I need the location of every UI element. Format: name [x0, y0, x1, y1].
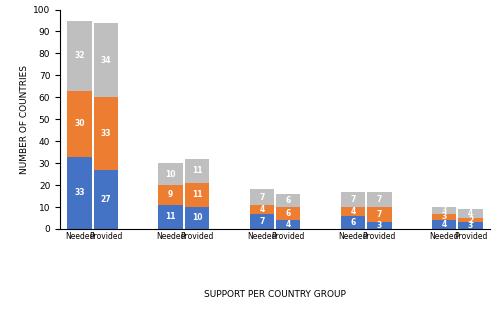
Text: 33: 33	[74, 188, 85, 197]
Text: 7: 7	[259, 217, 264, 226]
Text: 7: 7	[376, 195, 382, 204]
Bar	[158, 205, 183, 229]
Bar	[276, 194, 300, 207]
Text: 4: 4	[286, 220, 291, 229]
Text: 10: 10	[166, 169, 176, 179]
Bar	[367, 207, 392, 222]
Bar	[94, 23, 118, 97]
Text: 4: 4	[350, 207, 356, 216]
Bar	[276, 207, 300, 220]
Text: 11: 11	[192, 190, 202, 199]
Text: SUPPORT PER COUNTRY GROUP: SUPPORT PER COUNTRY GROUP	[204, 290, 346, 300]
Text: 9: 9	[168, 190, 173, 199]
Text: 4: 4	[468, 209, 473, 218]
Bar	[432, 207, 456, 214]
Bar	[68, 91, 92, 156]
Bar	[185, 183, 209, 207]
Bar	[432, 220, 456, 229]
Text: 3: 3	[376, 221, 382, 230]
Text: 34: 34	[100, 56, 111, 65]
Text: 3: 3	[442, 206, 447, 215]
Text: 3: 3	[468, 221, 473, 230]
Text: 6: 6	[350, 218, 356, 227]
Bar	[367, 192, 392, 207]
Bar	[458, 222, 482, 229]
Text: 7: 7	[350, 195, 356, 204]
Bar	[341, 192, 365, 207]
Bar	[250, 214, 274, 229]
Bar	[341, 216, 365, 229]
Bar	[158, 163, 183, 185]
Bar	[185, 159, 209, 183]
Bar	[250, 205, 274, 214]
Bar	[250, 190, 274, 205]
Bar	[458, 218, 482, 222]
Text: 2: 2	[468, 216, 473, 225]
Bar	[68, 156, 92, 229]
Bar	[341, 207, 365, 216]
Y-axis label: NUMBER OF COUNTRIES: NUMBER OF COUNTRIES	[20, 65, 29, 174]
Text: 4: 4	[259, 205, 264, 214]
Text: 6: 6	[286, 209, 291, 218]
Bar	[158, 185, 183, 205]
Bar	[68, 21, 92, 91]
Text: 6: 6	[286, 196, 291, 205]
Text: 30: 30	[74, 119, 85, 128]
Bar	[276, 220, 300, 229]
Bar	[185, 207, 209, 229]
Bar	[367, 222, 392, 229]
Text: 3: 3	[442, 212, 447, 221]
Bar	[94, 97, 118, 170]
Text: 27: 27	[100, 195, 111, 204]
Text: 33: 33	[100, 129, 111, 138]
Bar	[94, 170, 118, 229]
Text: 32: 32	[74, 51, 85, 60]
Bar	[432, 214, 456, 220]
Text: 11: 11	[192, 166, 202, 175]
Text: 7: 7	[376, 210, 382, 219]
Text: 10: 10	[192, 213, 202, 223]
Bar	[458, 209, 482, 218]
Text: 4: 4	[442, 220, 447, 229]
Text: 7: 7	[259, 193, 264, 202]
Text: 11: 11	[166, 212, 176, 221]
